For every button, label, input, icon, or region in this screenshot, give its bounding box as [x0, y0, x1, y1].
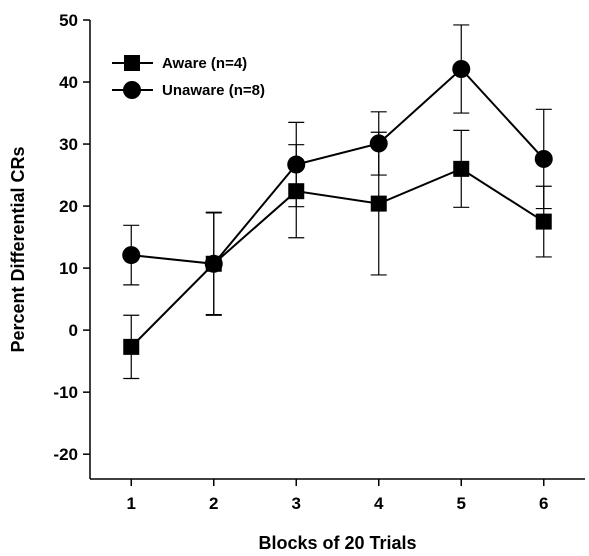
- x-tick-label: 6: [539, 494, 548, 513]
- series-line-unaware: [131, 67, 545, 265]
- data-point-circle: [369, 134, 388, 153]
- legend: Aware (n=4) Unaware (n=8): [112, 55, 265, 99]
- x-tick-label: 5: [457, 494, 466, 513]
- x-tick-label: 1: [127, 494, 136, 513]
- legend-marker-unaware-circle: [123, 81, 141, 99]
- data-point-circle: [204, 254, 223, 273]
- data-point-circle: [122, 246, 141, 265]
- y-axis-title: Percent Differential CRs: [8, 146, 28, 352]
- y-tick-label: 0: [69, 321, 78, 340]
- legend-label-aware: Aware (n=4): [162, 55, 247, 72]
- y-tick-label: 40: [59, 73, 78, 92]
- y-tick-label: -20: [53, 445, 78, 464]
- data-point-square: [535, 213, 552, 230]
- data-point-square: [370, 195, 387, 212]
- data-point-square: [123, 338, 140, 355]
- data-point-square: [453, 160, 470, 177]
- x-tick-label: 4: [374, 494, 384, 513]
- y-tick-label: 30: [59, 135, 78, 154]
- series-unaware: [122, 24, 553, 316]
- series-layer: [122, 24, 553, 380]
- series-line-aware: [130, 167, 545, 348]
- x-tick-label: 3: [292, 494, 301, 513]
- y-tick-label: 50: [59, 11, 78, 30]
- y-tick-label: 10: [59, 259, 78, 278]
- y-tick-label: -10: [53, 383, 78, 402]
- data-point-circle: [287, 155, 306, 174]
- legend-marker-aware-square: [124, 55, 140, 71]
- y-tick-label: 20: [59, 197, 78, 216]
- data-point-circle: [452, 60, 471, 79]
- series-aware: [123, 129, 552, 380]
- axes: -20 -10 0 10 20 30 40 50 1 2 3 4 5 6: [53, 11, 585, 513]
- x-axis-title: Blocks of 20 Trials: [258, 533, 416, 553]
- legend-label-unaware: Unaware (n=8): [162, 82, 265, 99]
- data-point-circle: [534, 149, 553, 168]
- x-tick-label: 2: [209, 494, 218, 513]
